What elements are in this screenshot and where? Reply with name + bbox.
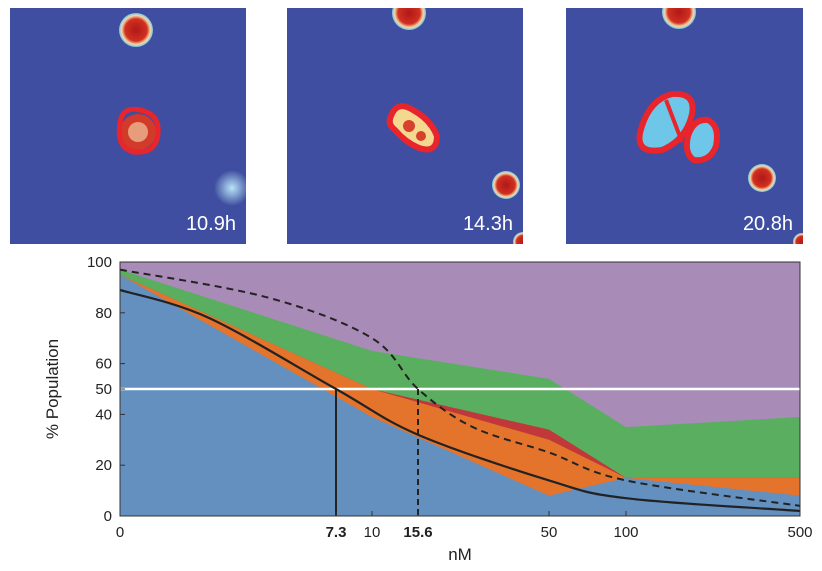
panel-1-image [116, 13, 246, 206]
x-tick-label: 50 [541, 524, 558, 541]
y-tick-label: 60 [95, 356, 112, 373]
x-tick-label: 10 [364, 524, 381, 541]
x-tick-label: 500 [787, 524, 812, 541]
plot-area [120, 262, 800, 516]
cell-outline [683, 116, 720, 164]
panel-3-image [636, 8, 803, 244]
time-label: 14.3h [462, 213, 513, 235]
panel-2-image [386, 8, 523, 244]
cell-faint [214, 170, 246, 206]
x-tick-label: 100 [613, 524, 638, 541]
microscopy-panel-2: 14.3h [287, 8, 523, 244]
cell [513, 232, 523, 244]
time-label: 20.8h [742, 213, 793, 235]
y-tick-label: 50 [95, 381, 112, 398]
cell [662, 8, 696, 29]
x-tick-label: 0 [116, 524, 124, 541]
microscopy-panel-3: 20.8h [566, 8, 803, 244]
y-tick-label: 40 [95, 406, 112, 423]
cell [492, 171, 520, 199]
y-tick-label: 100 [87, 254, 112, 271]
y-tick-label: 20 [95, 457, 112, 474]
microscopy-panel-1: 10.9h [10, 8, 246, 244]
x-axis-label: nM [448, 545, 472, 564]
y-axis-label: % Population [43, 339, 62, 439]
population-chart: 0 7.3 10 15.6 50 100 500 0 20 40 50 60 80 100 nM % P… [43, 254, 813, 564]
curves [119, 268, 801, 516]
time-label: 10.9h [185, 213, 236, 235]
cell [748, 164, 776, 192]
x-axis-ticks: 0 7.3 10 15.6 50 100 500 [116, 511, 813, 541]
x-tick-label: 7.3 [326, 524, 347, 541]
y-axis-ticks: 0 20 40 50 60 80 100 [87, 254, 125, 525]
cell-outline [116, 106, 161, 155]
population-band [120, 274, 800, 516]
cell [119, 13, 153, 47]
dashed-curve [119, 268, 801, 507]
cell [392, 8, 426, 30]
y-tick-label: 0 [104, 508, 112, 525]
y-tick-label: 80 [95, 305, 112, 322]
cell [793, 233, 803, 244]
x-tick-label: 15.6 [403, 524, 432, 541]
